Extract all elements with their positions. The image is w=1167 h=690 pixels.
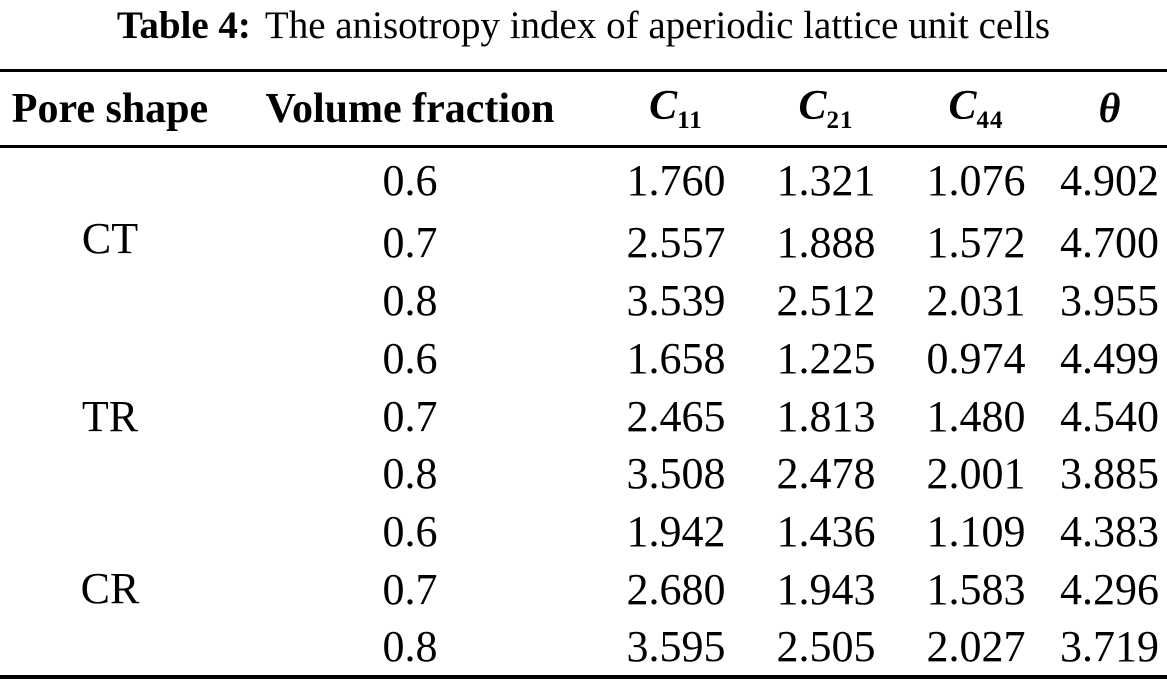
cell-theta: 4.296 — [1060, 564, 1159, 614]
cell-volume-fraction: 0.6 — [382, 507, 438, 557]
col-header-c11-subscript: 11 — [677, 106, 703, 134]
cell-c21: 2.505 — [776, 621, 876, 671]
cell-c44: 0.974 — [926, 333, 1026, 383]
cell-c11: 2.557 — [626, 218, 726, 268]
table-row-ct-06: CT 0.6 1.760 1.321 1.076 4.902 — [0, 147, 1167, 261]
table-row-cr-06: CR 0.6 1.942 1.436 1.109 4.383 — [0, 503, 1167, 611]
cell-theta: 4.499 — [1060, 333, 1159, 383]
cell-c44: 1.076 — [926, 156, 1026, 206]
table-row-tr-07: 0.7 2.465 1.813 1.480 4.540 — [0, 388, 1167, 446]
col-header-c21-symbol: C — [798, 82, 827, 129]
cell-c44: 1.572 — [926, 218, 1026, 268]
cell-c21: 1.813 — [776, 391, 876, 441]
theta-symbol: θ — [1098, 85, 1121, 132]
table-row-cr-08: 0.8 3.595 2.505 2.027 3.719 — [0, 619, 1167, 677]
cell-c11: 1.942 — [626, 507, 726, 557]
table-row-tr-08: 0.8 3.508 2.478 2.001 3.885 — [0, 446, 1167, 504]
col-header-c11-symbol: C — [649, 82, 678, 129]
col-header-c21: C21 — [752, 70, 900, 148]
cell-theta: 4.540 — [1060, 391, 1159, 441]
cell-theta: 4.383 — [1060, 507, 1159, 557]
cell-volume-fraction: 0.6 — [382, 156, 438, 206]
cell-c21: 1.943 — [776, 564, 876, 614]
anisotropy-index-table: Pore shape Volume fraction C11 C21 C44 θ… — [0, 69, 1167, 679]
pore-shape-label-tr: TR — [81, 391, 139, 441]
cell-theta: 3.885 — [1060, 449, 1159, 499]
pore-shape-label-ct: CT — [81, 214, 139, 263]
cell-c11: 3.595 — [626, 621, 726, 671]
col-header-volume-fraction: Volume fraction — [220, 70, 600, 148]
cell-c44: 2.027 — [926, 621, 1026, 671]
col-header-pore-shape: Pore shape — [0, 70, 220, 148]
table-caption: Table 4: The anisotropy index of aperiodi… — [0, 2, 1167, 51]
pore-shape-label-cr: CR — [80, 563, 140, 613]
table-row-cr-07: 0.7 2.680 1.943 1.583 4.296 — [0, 561, 1167, 619]
cell-c21: 2.478 — [776, 449, 876, 499]
cell-volume-fraction: 0.7 — [382, 218, 438, 268]
table-row-ct-08: 0.8 3.539 2.512 2.031 3.955 — [0, 272, 1167, 330]
cell-theta: 3.955 — [1060, 276, 1159, 326]
table-row-tr-06: TR 0.6 1.658 1.225 0.974 4.499 — [0, 330, 1167, 438]
cell-c44: 2.001 — [926, 449, 1026, 499]
header-row: Pore shape Volume fraction C11 C21 C44 θ — [0, 70, 1167, 148]
cell-c21: 2.512 — [776, 276, 876, 326]
cell-volume-fraction: 0.8 — [382, 621, 438, 671]
cell-c11: 3.508 — [626, 449, 726, 499]
cell-theta: 4.902 — [1060, 156, 1159, 206]
col-header-c44: C44 — [900, 70, 1052, 148]
cell-c21: 1.888 — [776, 218, 876, 268]
col-header-c44-subscript: 44 — [976, 106, 1004, 134]
cell-volume-fraction: 0.8 — [382, 276, 438, 326]
cell-c44: 1.480 — [926, 391, 1026, 441]
table-caption-text: The anisotropy index of aperiodic lattic… — [264, 4, 1051, 47]
cell-theta: 3.719 — [1060, 621, 1159, 671]
cell-theta: 4.700 — [1060, 218, 1159, 268]
table-caption-label: Table 4: — [116, 4, 251, 47]
col-header-c44-symbol: C — [948, 82, 977, 129]
col-header-c11: C11 — [600, 70, 752, 148]
cell-c44: 1.109 — [926, 507, 1026, 557]
cell-c21: 1.225 — [776, 333, 876, 383]
col-header-c21-subscript: 21 — [826, 106, 854, 134]
cell-c44: 2.031 — [926, 276, 1026, 326]
table-row-ct-07: 0.7 2.557 1.888 1.572 4.700 — [0, 215, 1167, 273]
col-header-theta: θ — [1052, 70, 1167, 148]
cell-c11: 1.760 — [626, 156, 726, 206]
cell-c44: 1.583 — [926, 564, 1026, 614]
cell-c21: 1.436 — [776, 507, 876, 557]
cell-volume-fraction: 0.7 — [382, 391, 438, 441]
cell-c11: 3.539 — [626, 276, 726, 326]
cell-c11: 2.465 — [626, 391, 726, 441]
cell-volume-fraction: 0.6 — [382, 333, 438, 383]
cell-c11: 2.680 — [626, 564, 726, 614]
cell-c21: 1.321 — [776, 156, 876, 206]
cell-c11: 1.658 — [626, 333, 726, 383]
cell-volume-fraction: 0.7 — [382, 564, 438, 614]
cell-volume-fraction: 0.8 — [382, 449, 438, 499]
